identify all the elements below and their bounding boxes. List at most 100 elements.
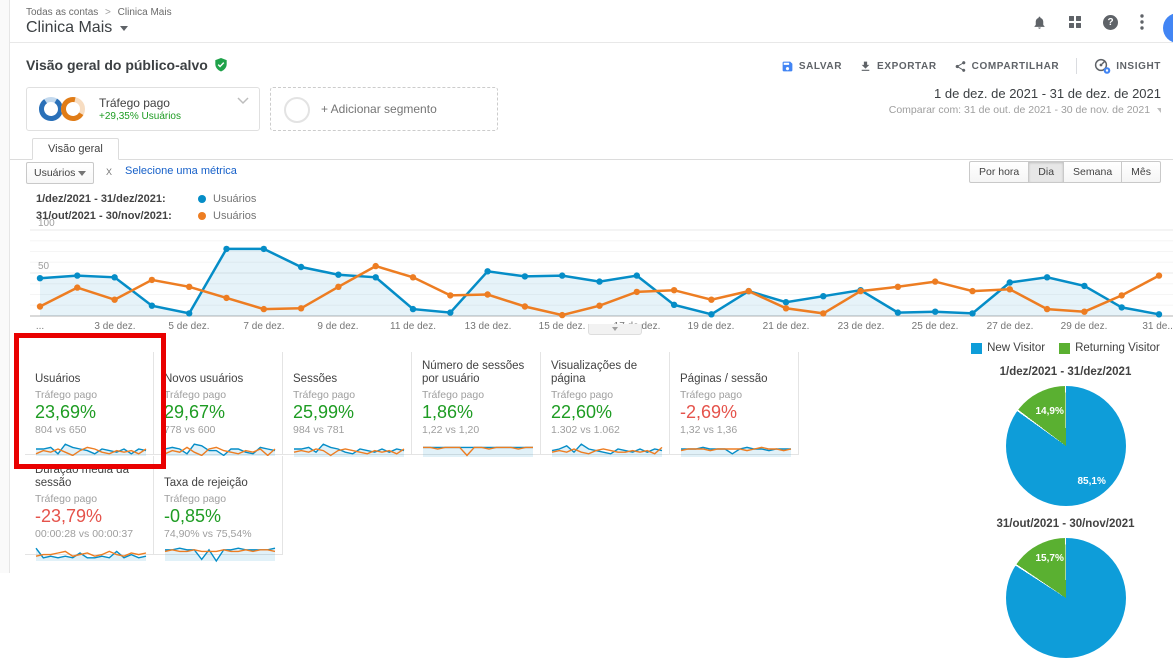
x-axis-tick: 11 de dez. xyxy=(390,321,436,332)
metric-card-title[interactable]: Visualizações de página xyxy=(551,360,638,385)
visitor-type-panel: New Visitor Returning Visitor 1/dez/2021… xyxy=(958,342,1173,658)
x-axis-tick: 5 de dez. xyxy=(168,321,210,332)
metric-card-comparison: 74,90% vs 75,54% xyxy=(164,528,252,540)
metric-card-sessoes-por-usuario[interactable]: Número de sessões por usuário Tráfego pag… xyxy=(412,352,541,457)
tab-overview[interactable]: Visão geral xyxy=(32,138,119,160)
metric-card-delta: 29,67% xyxy=(164,402,226,422)
legend-new-visitor: New Visitor xyxy=(971,342,1045,354)
breadcrumb-all-accounts[interactable]: Todas as contas xyxy=(26,7,99,18)
returning-visitor-pct: 15,7% xyxy=(1035,553,1064,564)
x-axis-tick: 3 de dez. xyxy=(94,321,136,332)
collapsed-nav-strip xyxy=(0,0,10,573)
metric-card-title[interactable]: Duração média da sessão xyxy=(35,464,129,489)
metric-card-sparkline xyxy=(164,438,276,464)
metric-card-duracao-media-sessao[interactable]: Duração média da sessão Tráfego pago -23,7… xyxy=(25,456,154,561)
metric-card-delta: 22,60% xyxy=(551,402,613,422)
chevron-down-icon xyxy=(120,25,129,31)
timeseries-chart[interactable]: ... 3 de dez. 5 de dez. 7 de dez. 9 de dez. 1… xyxy=(30,218,1173,336)
metric-card-usuarios[interactable]: Usuários Tráfego pago 23,69% 804 vs 650 xyxy=(25,352,154,457)
metric-card-comparison: 1.302 vs 1.062 xyxy=(551,424,620,436)
select-metric-link[interactable]: Selecione uma métrica xyxy=(125,165,237,177)
share-button[interactable]: COMPARTILHAR xyxy=(954,60,1060,73)
add-segment-label: + Adicionar segmento xyxy=(321,102,437,116)
metric-dropdown[interactable]: Usuários xyxy=(26,162,94,184)
segment-card-trafego-pago[interactable]: Tráfego pago +29,35% Usuários xyxy=(26,87,260,131)
x-axis-tick: ... xyxy=(35,321,45,332)
granularity-semana[interactable]: Semana xyxy=(1063,161,1123,183)
legend-range-previous: 31/out/2021 - 30/nov/2021: xyxy=(36,209,172,222)
metric-card-comparison: 1,32 vs 1,36 xyxy=(680,424,738,436)
metric-card-delta: -2,69% xyxy=(680,402,738,422)
metric-card-title[interactable]: Taxa de rejeição xyxy=(164,477,248,489)
compare-range: 31 de out. de 2021 - 30 de nov. de 2021 xyxy=(964,104,1151,116)
chart-collapse-handle[interactable] xyxy=(588,324,642,335)
save-label: SALVAR xyxy=(798,60,843,72)
metric-card-title[interactable]: Páginas / sessão xyxy=(680,373,768,385)
download-icon xyxy=(861,61,870,71)
intelligence-icon xyxy=(1095,58,1111,74)
export-button[interactable]: EXPORTAR xyxy=(859,60,937,73)
metric-card-sparkline xyxy=(551,438,663,464)
metric-card-title[interactable]: Novos usuários xyxy=(164,373,244,385)
toolbar-divider xyxy=(1076,58,1078,74)
add-segment-button[interactable]: + Adicionar segmento xyxy=(270,87,498,131)
metric-card-segment: Tráfego pago xyxy=(35,493,98,505)
x-axis-tick: 31 de... xyxy=(1142,321,1173,332)
legend-metric-previous: Usuários xyxy=(213,209,257,222)
x-axis-tick: 23 de dez. xyxy=(837,321,885,332)
account-switcher[interactable]: Clinica Mais xyxy=(26,19,129,37)
account-avatar[interactable] xyxy=(1163,13,1173,43)
save-button[interactable]: SALVAR xyxy=(781,60,842,73)
breadcrumb: Todas as contas > Clinica Mais xyxy=(26,7,172,18)
metric-card-sessoes[interactable]: Sessões Tráfego pago 25,99% 984 vs 781 xyxy=(283,352,412,457)
x-axis-tick: 9 de dez. xyxy=(317,321,359,332)
metric-card-title[interactable]: Sessões xyxy=(293,373,338,385)
granularity-mês[interactable]: Mês xyxy=(1121,161,1161,183)
pie-legend: New Visitor Returning Visitor xyxy=(958,342,1173,354)
save-icon xyxy=(782,61,793,71)
chevron-down-icon[interactable] xyxy=(237,97,249,105)
x-axis-tick: 27 de dez. xyxy=(986,321,1034,332)
share-icon xyxy=(955,60,966,72)
insight-label: INSIGHT xyxy=(1116,60,1161,72)
insight-button[interactable]: INSIGHT xyxy=(1094,58,1161,74)
more-options-icon[interactable] xyxy=(1139,13,1145,31)
series-marker-previous xyxy=(198,211,206,220)
x-axis-tick: 13 de dez. xyxy=(464,321,512,332)
granularity-por-hora[interactable]: Por hora xyxy=(969,161,1030,183)
returning-visitor-pct: 14,9% xyxy=(1035,406,1064,417)
help-icon[interactable]: ? xyxy=(1103,14,1118,30)
metric-card-novos-usuarios[interactable]: Novos usuários Tráfego pago 29,67% 778 vs 6… xyxy=(154,352,283,457)
breadcrumb-account[interactable]: Clinica Mais xyxy=(117,7,172,18)
chart-plot[interactable] xyxy=(30,224,1173,325)
x-axis-tick: 7 de dez. xyxy=(243,321,285,332)
x-axis-tick: 25 de dez. xyxy=(911,321,959,332)
metric-vs-x[interactable]: X xyxy=(106,167,113,177)
new-visitor-pct: 85,1% xyxy=(1077,476,1106,487)
date-range-selector[interactable]: 1 de dez. de 2021 - 31 de dez. de 2021 C… xyxy=(889,86,1161,116)
x-axis-tick: 21 de dez. xyxy=(762,321,810,332)
metric-card-paginas-sessao[interactable]: Páginas / sessão Tráfego pago -2,69% 1,32 v… xyxy=(670,352,799,457)
metric-card-visualizacoes-pagina[interactable]: Visualizações de página Tráfego pago 22,60… xyxy=(541,352,670,457)
granularity-dia[interactable]: Dia xyxy=(1028,161,1065,183)
metric-cards-row-2: Duração média da sessão Tráfego pago -23,7… xyxy=(25,456,283,563)
metric-card-title[interactable]: Número de sessões por usuário xyxy=(422,360,525,385)
returning-visitor-label: Returning Visitor xyxy=(1075,342,1160,354)
pie-charts: 1/dez/2021 - 31/dez/2021 14,9% 85,1% 31/out… xyxy=(958,366,1173,658)
metric-card-comparison: 1,22 vs 1,20 xyxy=(422,424,480,436)
metric-card-delta: -23,79% xyxy=(35,506,103,526)
metric-card-taxa-rejeicao[interactable]: Taxa de rejeição Tráfego pago -0,85% 74,90%… xyxy=(154,456,283,563)
apps-grid-icon[interactable] xyxy=(1068,15,1082,29)
metric-card-title[interactable]: Usuários xyxy=(35,373,81,385)
notifications-bell-icon[interactable] xyxy=(1032,14,1047,31)
returning-visitor-swatch xyxy=(1059,342,1071,354)
metric-cards-row-1: Usuários Tráfego pago 23,69% 804 vs 650 Novo… xyxy=(25,352,799,457)
new-visitor-label: New Visitor xyxy=(987,342,1046,354)
segment-donut-icon xyxy=(39,97,85,121)
segment-circle-icon xyxy=(284,97,310,123)
metric-card-segment: Tráfego pago xyxy=(422,389,485,401)
metric-card-comparison: 984 vs 781 xyxy=(293,424,345,436)
chart-legend: 1/dez/2021 - 31/dez/2021: Usuários 31/ou… xyxy=(36,190,256,224)
metric-card-comparison: 778 vs 600 xyxy=(164,424,216,436)
page-title: Visão geral do público-alvo xyxy=(26,57,228,73)
